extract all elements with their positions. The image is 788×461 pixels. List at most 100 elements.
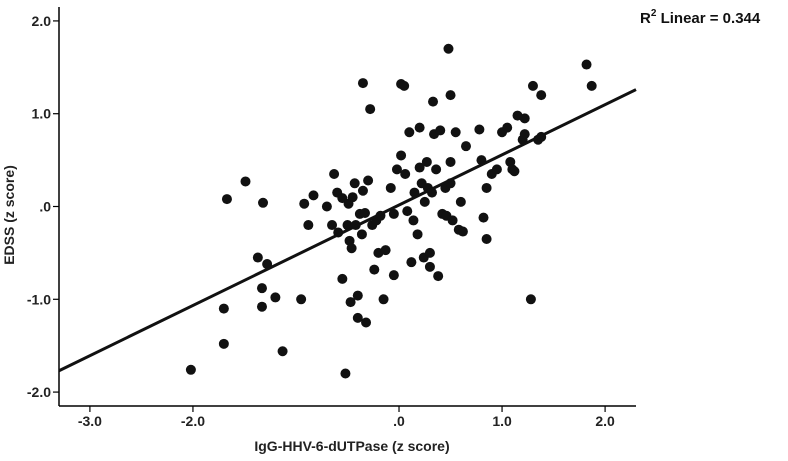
data-point xyxy=(414,162,425,173)
regression-line xyxy=(58,88,637,373)
data-point xyxy=(327,220,338,231)
x-tick-label: 1.0 xyxy=(492,413,512,429)
data-point xyxy=(474,124,485,135)
data-point xyxy=(408,215,419,226)
data-point xyxy=(481,233,492,244)
data-point xyxy=(424,261,435,272)
data-point xyxy=(478,212,489,223)
x-tick-label: -3.0 xyxy=(78,413,102,429)
data-point xyxy=(321,201,332,212)
data-point xyxy=(491,164,502,175)
data-point xyxy=(412,229,423,240)
data-point xyxy=(419,196,430,207)
data-point xyxy=(519,113,530,124)
data-point xyxy=(361,317,372,328)
data-point xyxy=(352,290,363,301)
x-tick-label: 2.0 xyxy=(595,413,615,429)
data-point xyxy=(457,226,468,237)
data-point xyxy=(337,273,348,284)
data-point xyxy=(447,215,458,226)
data-point xyxy=(445,90,456,101)
data-point xyxy=(404,127,415,138)
data-point xyxy=(380,245,391,256)
data-point xyxy=(252,252,263,263)
data-point xyxy=(329,169,340,180)
y-tick-label: .0 xyxy=(39,199,51,215)
data-point xyxy=(303,220,314,231)
r-squared-annotation: R2 Linear = 0.344 xyxy=(640,8,761,27)
data-point xyxy=(360,207,371,218)
y-tick-label: 2.0 xyxy=(32,13,52,29)
data-point xyxy=(349,178,360,189)
data-points xyxy=(185,43,597,379)
data-point xyxy=(352,312,363,323)
y-axis-title: EDSS (z score) xyxy=(1,165,17,265)
data-point xyxy=(435,125,446,136)
data-point xyxy=(218,338,229,349)
r2-text: Linear = 0.344 xyxy=(656,10,760,27)
data-point xyxy=(450,127,461,138)
data-point xyxy=(433,271,444,282)
data-point xyxy=(256,301,267,312)
data-point xyxy=(396,150,407,161)
data-point xyxy=(424,247,435,258)
data-point xyxy=(346,243,357,254)
data-point xyxy=(586,80,597,91)
data-point xyxy=(428,96,439,107)
data-point xyxy=(388,208,399,219)
data-point xyxy=(356,229,367,240)
data-point xyxy=(414,122,425,133)
data-point xyxy=(256,283,267,294)
y-tick-label: -2.0 xyxy=(27,384,51,400)
data-point xyxy=(391,164,402,175)
data-point xyxy=(296,294,307,305)
data-point xyxy=(400,169,411,180)
data-point xyxy=(363,175,374,186)
data-point xyxy=(443,43,454,54)
data-point xyxy=(519,129,530,140)
data-point xyxy=(406,257,417,268)
data-point xyxy=(365,104,376,115)
data-point xyxy=(445,156,456,167)
data-point xyxy=(525,294,536,305)
data-point xyxy=(502,122,513,133)
data-point xyxy=(581,59,592,70)
data-point xyxy=(357,78,368,89)
data-point xyxy=(378,294,389,305)
data-point xyxy=(385,182,396,193)
data-point xyxy=(340,368,351,379)
x-tick-label: .0 xyxy=(393,413,405,429)
data-point xyxy=(509,166,520,177)
x-tick-label: -2.0 xyxy=(181,413,205,429)
y-tick-label: 1.0 xyxy=(32,106,52,122)
data-point xyxy=(431,164,442,175)
data-point xyxy=(527,80,538,91)
x-ticks: -3.0 -2.0 .0 1.0 2.0 xyxy=(78,406,615,429)
y-tick-label: -1.0 xyxy=(27,291,51,307)
data-point xyxy=(218,303,229,314)
data-point xyxy=(221,194,232,205)
data-point xyxy=(299,198,310,209)
data-point xyxy=(277,346,288,357)
data-point xyxy=(185,364,196,375)
data-point xyxy=(270,292,281,303)
data-point xyxy=(308,190,319,201)
y-ticks: 2.0 1.0 .0 -1.0 -2.0 xyxy=(27,13,59,400)
r2-superscript: 2 xyxy=(651,8,657,19)
x-axis-title: IgG-HHV-6-dUTPase (z score) xyxy=(254,438,449,454)
data-point xyxy=(481,182,492,193)
data-point xyxy=(240,176,251,187)
data-point xyxy=(402,206,413,217)
data-point xyxy=(345,297,356,308)
data-point xyxy=(388,270,399,281)
data-point xyxy=(357,185,368,196)
data-point xyxy=(421,156,432,167)
data-point xyxy=(369,264,380,275)
data-point xyxy=(455,196,466,207)
data-point xyxy=(399,80,410,91)
data-point xyxy=(460,141,471,152)
data-point xyxy=(536,90,547,101)
data-point xyxy=(347,192,358,203)
data-point xyxy=(258,197,269,208)
